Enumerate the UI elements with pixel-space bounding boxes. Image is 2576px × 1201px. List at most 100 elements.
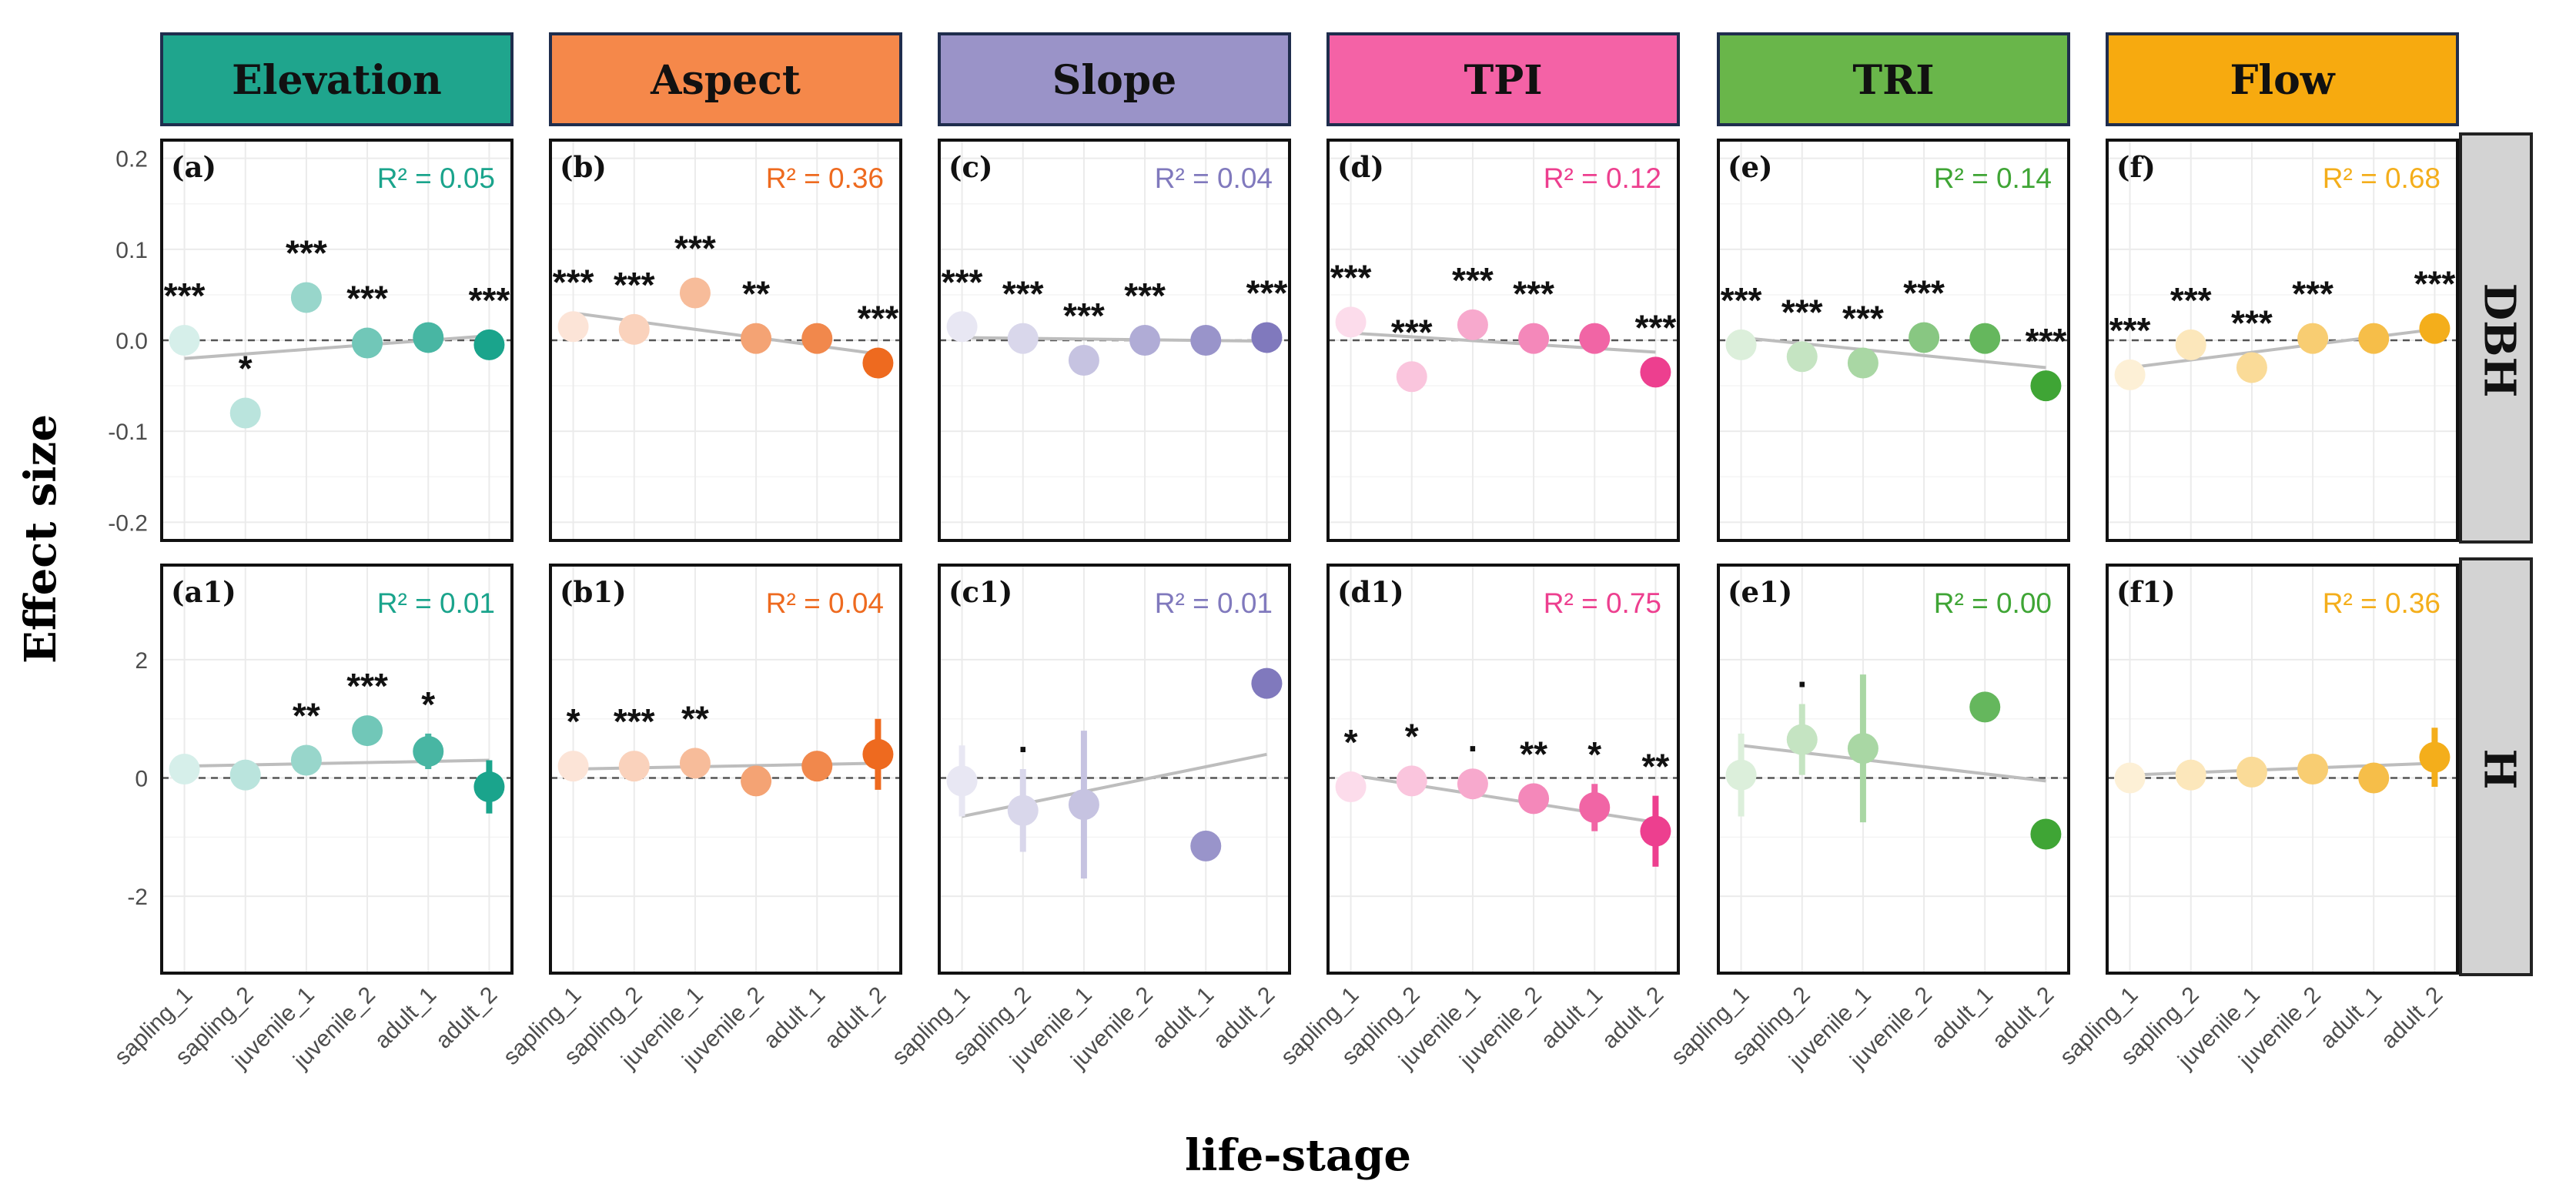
panel-label: (f1) bbox=[2116, 575, 2176, 609]
data-point bbox=[1335, 306, 1367, 338]
data-point bbox=[2175, 759, 2206, 791]
column-header-slope: Slope bbox=[938, 32, 1291, 126]
x-tick-label: adult_2 bbox=[1597, 982, 1668, 1054]
significance-marker: ** bbox=[1520, 734, 1547, 774]
data-point bbox=[1335, 771, 1367, 803]
data-point bbox=[1847, 733, 1878, 764]
data-point bbox=[946, 765, 978, 797]
significance-marker: *** bbox=[614, 701, 655, 741]
data-point bbox=[413, 322, 444, 353]
significance-marker: * bbox=[421, 684, 435, 724]
data-point bbox=[557, 311, 589, 343]
column-header-label: Slope bbox=[1052, 57, 1176, 104]
data-point bbox=[1129, 325, 1161, 356]
data-point bbox=[2114, 359, 2146, 390]
r2-annotation: R² = 0.00 bbox=[1934, 587, 2052, 619]
y-tick-label: 0.2 bbox=[115, 147, 148, 172]
trend-line bbox=[1741, 336, 2046, 370]
data-point bbox=[741, 765, 772, 797]
r2-annotation: R² = 0.14 bbox=[1934, 162, 2052, 194]
panel-c: *** *** *** *** *** (c) R² = 0.04 bbox=[938, 139, 1291, 542]
data-point bbox=[946, 311, 978, 343]
r2-annotation: R² = 0.05 bbox=[377, 162, 495, 194]
panel-b1: * *** **(b1) R² = 0.04 bbox=[549, 564, 902, 975]
x-tick-label: adult_2 bbox=[819, 982, 891, 1054]
x-tick-label: adult_2 bbox=[2376, 982, 2447, 1054]
r2-annotation: R² = 0.68 bbox=[2323, 162, 2441, 194]
data-point bbox=[2419, 313, 2451, 344]
significance-marker: ** bbox=[681, 698, 709, 738]
panel-border bbox=[160, 564, 514, 975]
column-header-box bbox=[1326, 32, 1680, 126]
data-point bbox=[2358, 762, 2390, 794]
data-point bbox=[557, 751, 589, 782]
panel-e: *** *** *** *** *** (e) R² = 0.14 bbox=[1717, 139, 2070, 542]
column-header-elevation: Elevation bbox=[160, 32, 514, 126]
r2-annotation: R² = 0.12 bbox=[1544, 162, 1661, 194]
data-point bbox=[473, 771, 505, 803]
panel-a: ********** ***(a) R² = 0.05 bbox=[160, 139, 514, 542]
column-header-box bbox=[160, 32, 514, 126]
panel-background bbox=[162, 565, 512, 973]
panel-label: (c) bbox=[948, 150, 993, 184]
x-axis-title: life-stage bbox=[1185, 1130, 1411, 1181]
panel-label: (a) bbox=[171, 150, 216, 184]
data-point bbox=[679, 748, 711, 779]
panel-label: (b1) bbox=[560, 575, 627, 609]
column-header-box bbox=[2106, 32, 2459, 126]
panel-border bbox=[1717, 139, 2070, 542]
data-point bbox=[2114, 762, 2146, 794]
significance-marker: * bbox=[1344, 722, 1358, 762]
column-header-label: Aspect bbox=[650, 57, 801, 104]
data-point bbox=[1396, 361, 1427, 393]
panel-e1: . (e1) R² = 0.00 bbox=[1717, 564, 2070, 975]
significance-marker: ** bbox=[1642, 747, 1670, 787]
y-tick-label: -0.2 bbox=[108, 510, 148, 536]
column-header-flow: Flow bbox=[2106, 32, 2459, 126]
significance-marker: *** bbox=[1452, 260, 1494, 300]
data-point bbox=[1640, 815, 1671, 847]
data-point bbox=[1725, 759, 1757, 791]
row-strip-dbh: DBH bbox=[2459, 132, 2533, 544]
y-tick-label: -0.1 bbox=[108, 420, 148, 445]
column-header-box bbox=[1717, 32, 2070, 126]
data-point bbox=[1909, 322, 1940, 353]
x-tick-label: adult_1 bbox=[758, 982, 830, 1054]
panel-label: (f) bbox=[2116, 150, 2156, 184]
data-point bbox=[1518, 323, 1550, 354]
panel-label: (a1) bbox=[171, 575, 236, 609]
r2-annotation: R² = 0.04 bbox=[766, 587, 884, 619]
significance-marker: * bbox=[1587, 734, 1601, 774]
data-point bbox=[1518, 783, 1550, 815]
y-tick-label: 0.0 bbox=[115, 329, 148, 354]
data-point bbox=[618, 313, 650, 345]
significance-marker: *** bbox=[346, 666, 388, 706]
significance-marker: *** bbox=[1063, 296, 1105, 336]
data-point bbox=[741, 323, 772, 354]
panel-background bbox=[939, 565, 1290, 973]
x-tick-label: adult_1 bbox=[1536, 982, 1607, 1054]
data-point bbox=[2030, 370, 2062, 402]
significance-marker: *** bbox=[614, 265, 655, 305]
data-point bbox=[2030, 818, 2062, 850]
significance-marker: *** bbox=[1513, 274, 1554, 314]
panel-d1: * *. ** * **(d1) R² = 0.75 bbox=[1326, 564, 1680, 975]
r2-annotation: R² = 0.04 bbox=[1155, 162, 1273, 194]
data-point bbox=[290, 282, 322, 313]
panel-border bbox=[1717, 564, 2070, 975]
row-strip-label: DBH bbox=[2474, 283, 2524, 398]
data-point bbox=[1251, 667, 1283, 699]
y-tick-label: -2 bbox=[127, 885, 148, 910]
data-point bbox=[290, 744, 322, 776]
row-strip-label: H bbox=[2474, 749, 2524, 790]
data-point bbox=[2236, 352, 2267, 383]
column-header-aspect: Aspect bbox=[549, 32, 902, 126]
column-header-box bbox=[938, 32, 1291, 126]
y-tick-label: 2 bbox=[135, 648, 148, 674]
panel-label: (b) bbox=[560, 150, 607, 184]
significance-marker: . bbox=[1018, 720, 1028, 760]
data-point bbox=[229, 759, 261, 791]
data-point bbox=[1007, 795, 1039, 826]
significance-marker: *** bbox=[2414, 264, 2456, 304]
